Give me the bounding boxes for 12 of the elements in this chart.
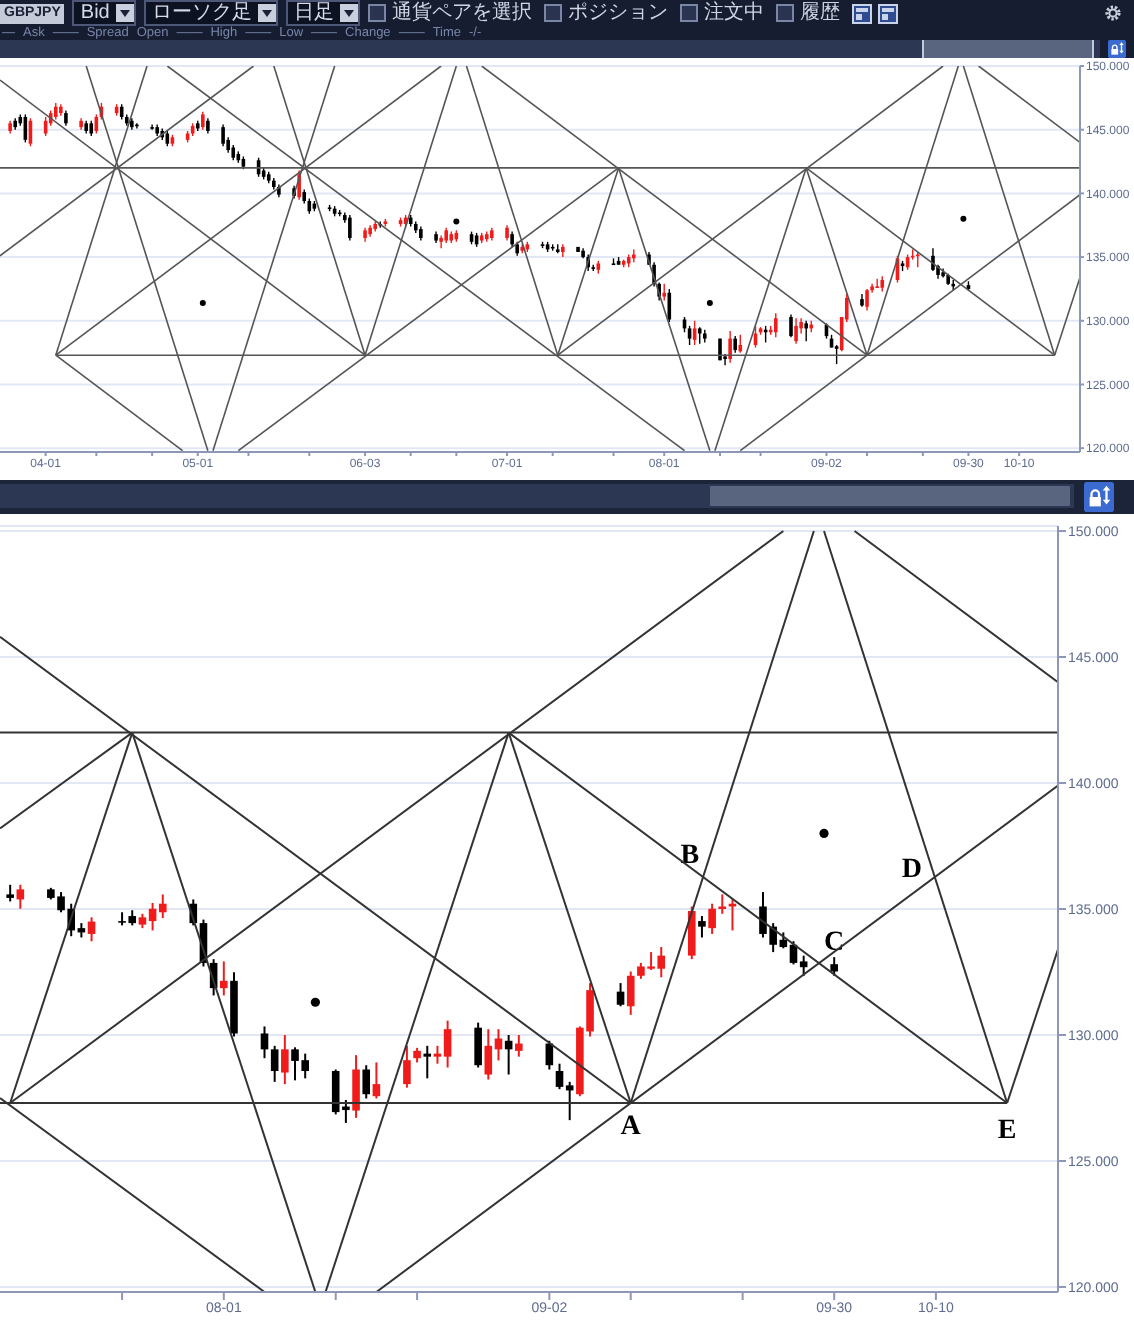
text: 履歴 <box>799 1 840 25</box>
text: 注文中 <box>703 1 764 25</box>
select-box: ローソク足 <box>143 0 278 26</box>
text: ポジション <box>567 1 668 25</box>
annotation: C <box>823 927 845 958</box>
annotation: A <box>620 1112 643 1143</box>
select-box: 日足 <box>285 0 360 26</box>
annotation: D <box>901 855 923 886</box>
annotation: B <box>680 841 700 872</box>
select-box: Bid <box>72 0 136 26</box>
text: 通貨ペアを選択 <box>391 1 532 25</box>
annotation: E <box>997 1116 1017 1147</box>
